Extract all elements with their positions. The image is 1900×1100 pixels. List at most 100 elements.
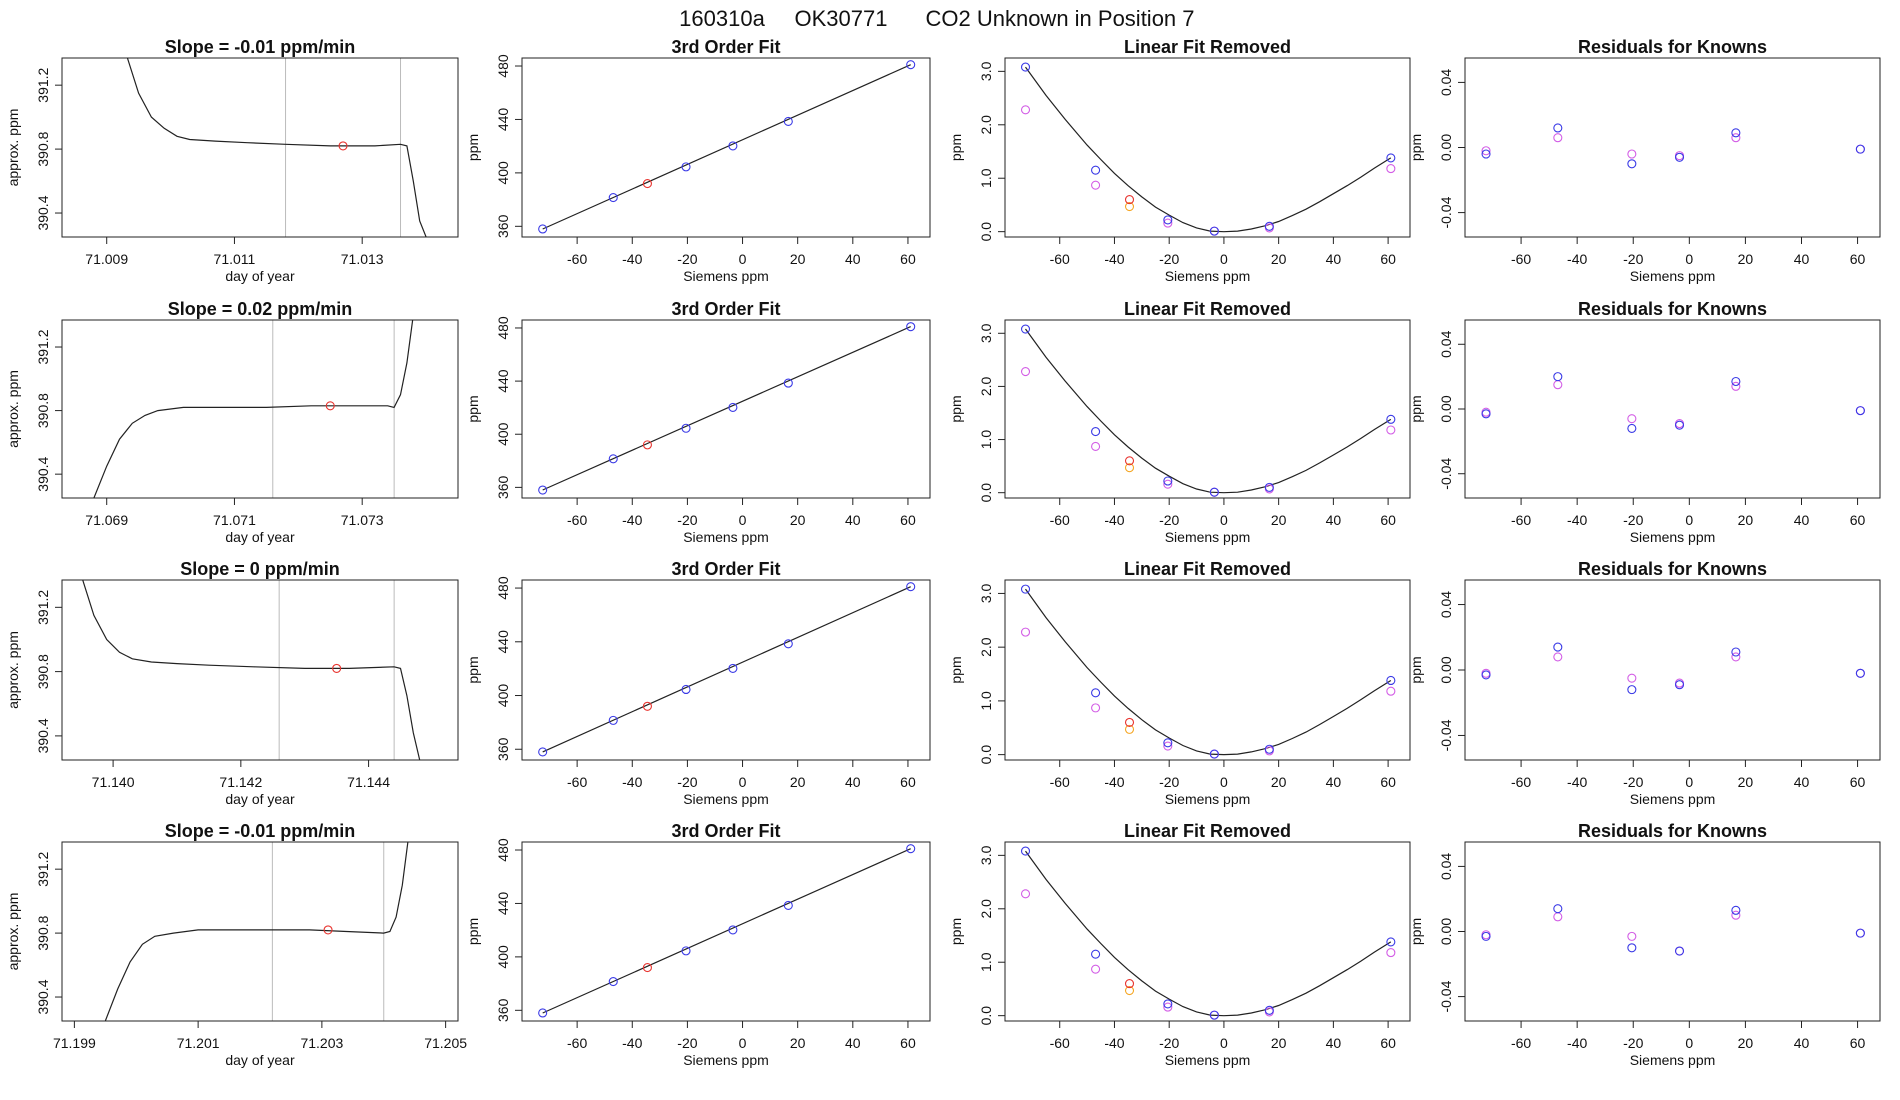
x-tick-label: 60 — [1850, 512, 1866, 528]
panel-title: Residuals for Knowns — [1578, 299, 1767, 319]
alt-known-point — [1163, 1002, 1173, 1012]
panel-title: Linear Fit Removed — [1124, 821, 1291, 841]
known-point — [783, 116, 793, 127]
x-tick-label: -60 — [567, 512, 587, 528]
panel-data — [1020, 584, 1396, 759]
alt-known-point — [1386, 425, 1396, 435]
alt-known-point — [1020, 889, 1031, 899]
figure-header: 160310a OK30771 CO2 Unknown in Position … — [679, 6, 1194, 31]
alt-known-point — [1091, 964, 1101, 974]
y-tick-label: -0.04 — [1438, 196, 1454, 228]
plot-frame — [521, 57, 931, 238]
x-tick-label: 60 — [900, 512, 916, 528]
y-tick-label: 3.0 — [978, 845, 994, 865]
known-point — [538, 485, 548, 495]
y-tick-label: 480 — [495, 316, 511, 340]
y-axis-label: ppm — [1408, 395, 1424, 422]
known-point — [608, 715, 618, 725]
alt-known-point — [1627, 673, 1637, 683]
panel-r3-c1: Slope = 0 ppm/min 71.140 71.142 71.144 day o… — [5, 559, 459, 807]
y-axis-label: ppm — [465, 656, 481, 683]
x-tick-label: -40 — [1567, 774, 1587, 790]
y-axis-label: ppm — [1408, 134, 1424, 161]
y-tick-label: 1.0 — [978, 168, 994, 188]
plot-frame — [1004, 841, 1411, 1022]
time-series-line — [93, 320, 414, 498]
panel-title: 3rd Order Fit — [671, 37, 780, 57]
x-tick-label: 0 — [739, 774, 747, 790]
known-point — [906, 322, 916, 332]
y-axis-label: ppm — [465, 395, 481, 422]
known-point — [1627, 943, 1637, 953]
x-tick-label: 20 — [790, 774, 806, 790]
unknown-point — [642, 701, 652, 711]
x-tick-label: -20 — [1623, 251, 1643, 267]
plot-frame — [1464, 841, 1881, 1022]
time-series-line — [82, 580, 421, 760]
y-tick-label: 400 — [495, 945, 511, 969]
known-point — [681, 946, 691, 956]
x-tick-label: 40 — [1794, 1035, 1810, 1051]
x-tick-label: 60 — [1850, 774, 1866, 790]
x-tick-label: 71.144 — [347, 774, 390, 790]
panel-data — [126, 58, 427, 237]
known-point — [1386, 414, 1396, 424]
x-tick-label: 0 — [739, 251, 747, 267]
panel-title: 3rd Order Fit — [671, 821, 780, 841]
x-tick-label: 0 — [1220, 774, 1228, 790]
panel-r2-c4: Residuals for Knowns -60 -40 -20 0 20 40 60 Siem… — [1408, 299, 1881, 545]
panel-data — [538, 60, 916, 234]
orange-point — [1124, 201, 1135, 212]
x-tick-label: 71.205 — [424, 1035, 467, 1051]
plot-frame — [61, 841, 459, 1022]
known-point — [906, 582, 916, 592]
panel-title: 3rd Order Fit — [671, 299, 780, 319]
y-tick-label: 440 — [495, 108, 511, 132]
x-tick-label: 0 — [739, 512, 747, 528]
x-axis-label: Siemens ppm — [1165, 529, 1251, 545]
y-axis-label: ppm — [1408, 656, 1424, 683]
y-tick-label: 0.00 — [1438, 134, 1454, 161]
panel-data — [1481, 123, 1865, 169]
known-point — [1731, 905, 1741, 915]
known-point — [1163, 738, 1173, 748]
x-tick-label: 40 — [845, 774, 861, 790]
x-tick-label: -60 — [1511, 1035, 1531, 1051]
known-point — [538, 1008, 548, 1018]
y-tick-label: 360 — [495, 737, 511, 761]
x-axis-label: Siemens ppm — [1165, 268, 1251, 284]
unknown-point — [1124, 456, 1135, 466]
alt-known-point — [1553, 133, 1563, 143]
x-tick-label: -20 — [677, 774, 697, 790]
y-tick-label: 360 — [495, 998, 511, 1022]
known-point — [1209, 1010, 1219, 1020]
fit-curve — [1025, 66, 1392, 233]
y-tick-label: 1.0 — [978, 430, 994, 450]
alt-known-point — [1731, 652, 1741, 662]
panel-data — [1481, 642, 1865, 695]
plot-frame — [61, 57, 459, 238]
y-axis-label: approx. ppm — [5, 370, 21, 448]
x-tick-label: -40 — [1104, 774, 1124, 790]
time-series-line — [126, 58, 427, 237]
known-point — [1481, 149, 1491, 159]
known-point — [906, 844, 916, 854]
panel-data — [1020, 846, 1396, 1020]
unknown-point — [332, 663, 342, 673]
alt-known-point — [1627, 414, 1637, 424]
x-tick-label: -40 — [1104, 1035, 1124, 1051]
y-tick-label: 440 — [495, 892, 511, 916]
known-point — [1264, 744, 1274, 754]
x-tick-label: 0 — [1685, 512, 1693, 528]
y-tick-label: 0.00 — [1438, 656, 1454, 683]
x-tick-label: 71.201 — [177, 1035, 220, 1051]
x-tick-label: 0 — [1220, 1035, 1228, 1051]
y-axis-label: ppm — [465, 918, 481, 945]
unknown-point — [325, 401, 335, 411]
x-tick-label: -60 — [1050, 774, 1070, 790]
x-tick-label: 20 — [1271, 1035, 1287, 1051]
panel-title: Slope = -0.01 ppm/min — [165, 37, 356, 57]
panel-data — [93, 320, 414, 498]
known-point — [1674, 420, 1685, 430]
